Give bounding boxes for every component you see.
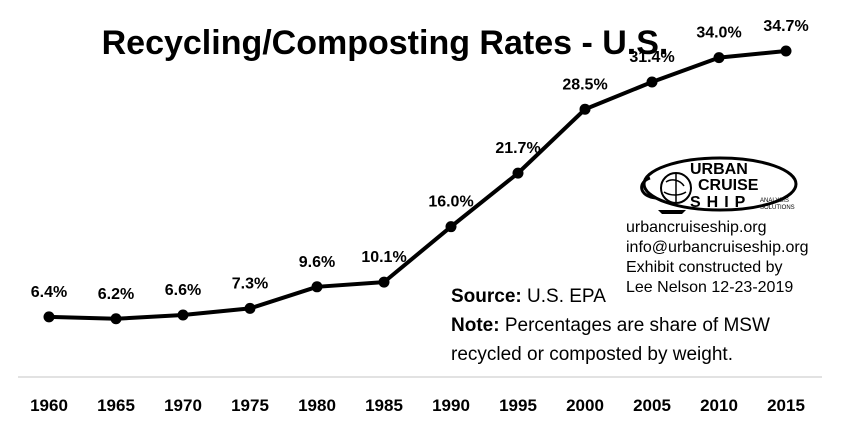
x-tick-label: 2015 <box>767 396 805 415</box>
credits-line-4: Lee Nelson 12-23-2019 <box>626 279 794 296</box>
data-point <box>780 45 792 57</box>
x-tick-label: 1970 <box>164 396 202 415</box>
x-tick-label: 1995 <box>499 396 537 415</box>
credits-website: urbancruiseship.org <box>626 219 767 236</box>
series-line <box>48 49 787 321</box>
note-line-2: recycled or composted by weight. <box>451 344 733 365</box>
x-tick-label: 1990 <box>432 396 470 415</box>
note-text-1: Percentages are share of MSW <box>499 315 770 336</box>
data-label: 6.6% <box>165 282 201 299</box>
source-line: Source: U.S. EPA <box>451 282 770 311</box>
chart-title: Recycling/Composting Rates - U.S. <box>101 24 669 62</box>
data-point <box>512 167 524 179</box>
source-label: Source: <box>451 286 522 307</box>
data-label: 9.6% <box>299 254 335 271</box>
x-tick-label: 1965 <box>97 396 135 415</box>
x-tick-label: 1985 <box>365 396 403 415</box>
credits-email: info@urbancruiseship.org <box>626 239 809 256</box>
logo-tagline-1: ANALYSIS <box>760 198 789 204</box>
data-label: 10.1% <box>361 249 406 266</box>
data-label: 7.3% <box>232 275 268 292</box>
data-point <box>177 309 189 321</box>
x-tick-label: 2010 <box>700 396 738 415</box>
x-tick-label: 1960 <box>30 396 68 415</box>
x-tick-label: 2005 <box>633 396 671 415</box>
x-tick-label: 2000 <box>566 396 604 415</box>
logo-tagline-2: SOLUTIONS <box>760 205 795 211</box>
x-tick-label: 1975 <box>231 396 269 415</box>
logo-line-3: SHIP <box>690 194 751 211</box>
data-label: 6.2% <box>98 286 134 303</box>
data-point <box>378 276 390 288</box>
data-label: 6.4% <box>31 284 67 301</box>
logo-line-1: URBAN <box>690 161 748 178</box>
data-point <box>110 313 122 325</box>
data-label: 34.0% <box>696 25 741 42</box>
credits-line-3: Exhibit constructed by <box>626 259 783 276</box>
data-point <box>445 221 457 233</box>
data-point <box>244 302 256 314</box>
data-label: 21.7% <box>495 140 540 157</box>
data-label: 28.5% <box>562 76 607 93</box>
data-point <box>43 311 55 323</box>
data-point <box>311 281 323 293</box>
globe-ship-logo-icon: URBAN CRUISE SHIP ANALYSIS SOLUTIONS <box>640 156 798 214</box>
data-label: 31.4% <box>629 49 674 66</box>
logo-line-2: CRUISE <box>698 177 759 194</box>
data-point <box>713 52 725 64</box>
notes-block: Source: U.S. EPA Note: Percentages are s… <box>451 282 770 369</box>
data-label: 16.0% <box>428 194 473 211</box>
data-label: 34.7% <box>763 18 808 35</box>
credits-block: urbancruiseship.org info@urbancruiseship… <box>626 218 809 298</box>
note-label: Note: <box>451 315 500 336</box>
data-point <box>579 103 591 115</box>
x-tick-label: 1980 <box>298 396 336 415</box>
data-point <box>646 76 658 88</box>
note-line: Note: Percentages are share of MSW <box>451 311 770 340</box>
source-text: U.S. EPA <box>521 286 606 307</box>
